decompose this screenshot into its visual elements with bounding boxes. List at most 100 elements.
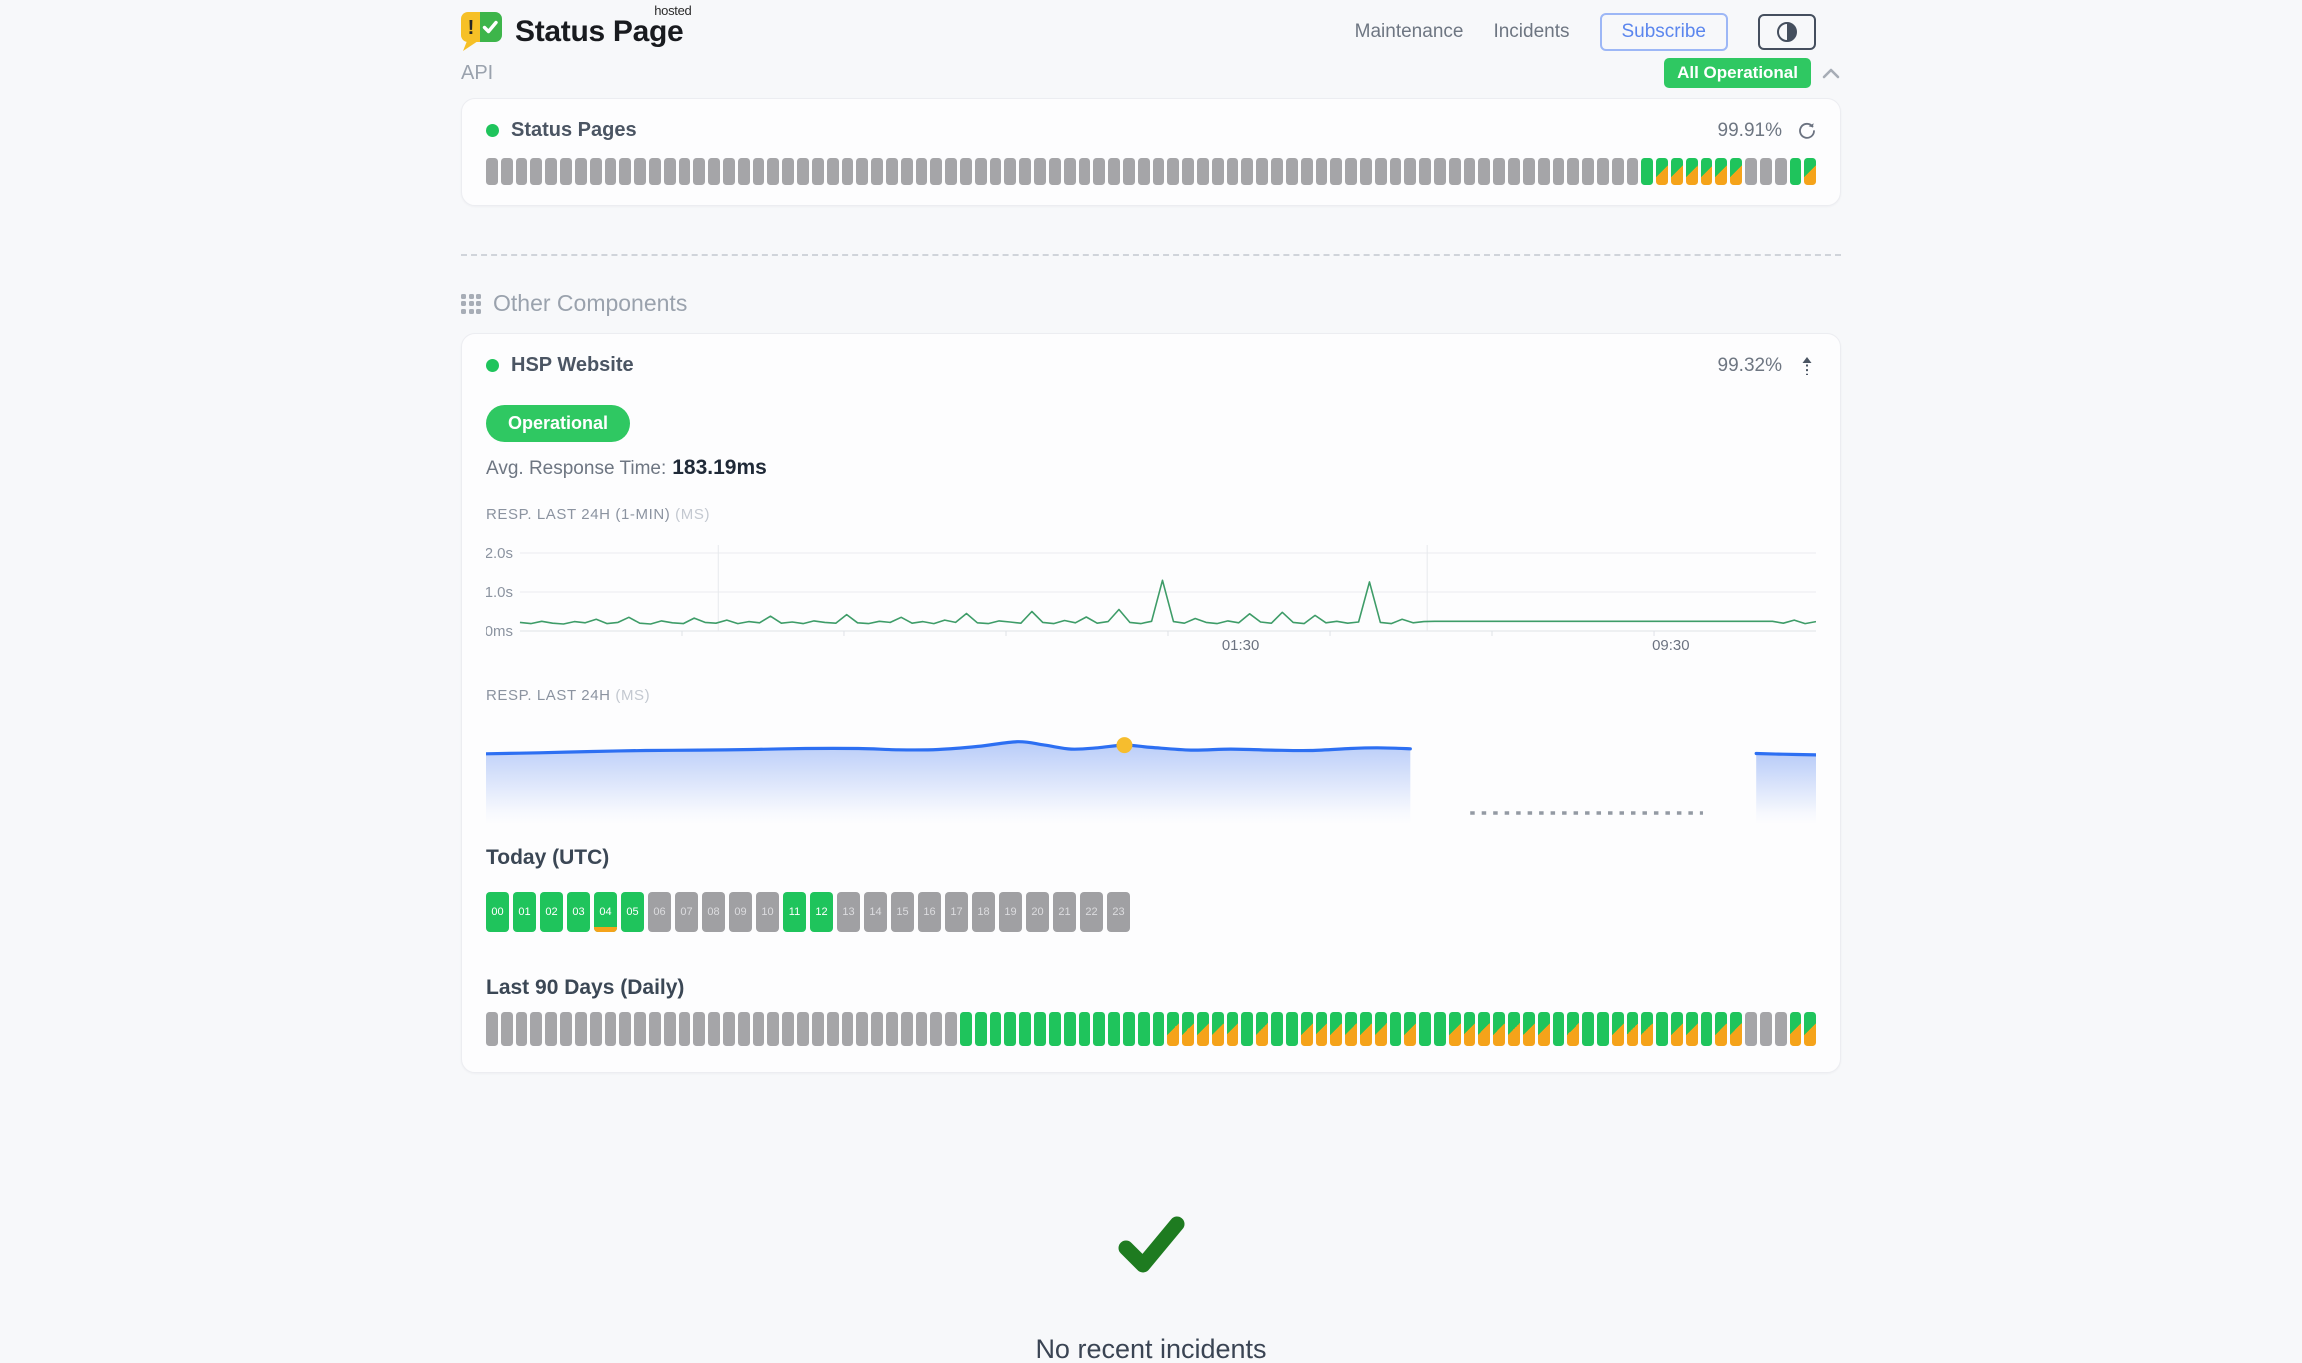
uptime-bar[interactable]: [1211, 1012, 1224, 1046]
uptime-bar[interactable]: [1552, 1012, 1565, 1046]
uptime-bar[interactable]: [1745, 158, 1757, 185]
uptime-bar[interactable]: [648, 1012, 661, 1046]
hour-block-16[interactable]: 16: [918, 892, 941, 932]
uptime-bar[interactable]: [915, 1012, 928, 1046]
uptime-bar[interactable]: [1152, 1012, 1165, 1046]
uptime-bar[interactable]: [960, 158, 972, 185]
uptime-bar[interactable]: [1626, 1012, 1639, 1046]
uptime-bar[interactable]: [1448, 158, 1461, 185]
uptime-bar[interactable]: [1671, 158, 1683, 185]
nav-incidents[interactable]: Incidents: [1493, 21, 1570, 42]
uptime-bar[interactable]: [1048, 1012, 1061, 1046]
uptime-bar[interactable]: [1152, 158, 1165, 185]
hour-block-01[interactable]: 01: [513, 892, 536, 932]
hour-block-05[interactable]: 05: [621, 892, 644, 932]
uptime-bar[interactable]: [515, 1012, 528, 1046]
uptime-bar[interactable]: [1596, 158, 1609, 185]
uptime-bar[interactable]: [1522, 1012, 1535, 1046]
uptime-bar[interactable]: [1715, 158, 1728, 185]
uptime-bar[interactable]: [634, 158, 646, 185]
uptime-bar[interactable]: [1567, 158, 1580, 185]
uptime-bar[interactable]: [1345, 158, 1357, 185]
uptime-bar[interactable]: [1063, 1012, 1076, 1046]
uptime-bar[interactable]: [1241, 158, 1254, 185]
uptime-bar[interactable]: [1211, 158, 1224, 185]
uptime-bar[interactable]: [1182, 1012, 1194, 1046]
uptime-bar[interactable]: [1611, 158, 1624, 185]
uptime-bar[interactable]: [634, 1012, 646, 1046]
uptime-bar[interactable]: [974, 158, 987, 185]
hour-block-23[interactable]: 23: [1107, 892, 1130, 932]
uptime-bar[interactable]: [1611, 1012, 1624, 1046]
uptime-bar[interactable]: [619, 158, 632, 185]
uptime-bar[interactable]: [797, 158, 809, 185]
uptime-bar[interactable]: [1374, 1012, 1387, 1046]
uptime-bar[interactable]: [1256, 158, 1269, 185]
uptime-bar[interactable]: [900, 158, 913, 185]
uptime-bar[interactable]: [1493, 158, 1506, 185]
uptime-bar[interactable]: [1034, 158, 1046, 185]
uptime-bar[interactable]: [1019, 1012, 1032, 1046]
uptime-bar[interactable]: [1271, 1012, 1283, 1046]
uptime-bar[interactable]: [1804, 1012, 1817, 1046]
uptime-bar[interactable]: [648, 158, 661, 185]
uptime-bar[interactable]: [1300, 158, 1313, 185]
hour-block-21[interactable]: 21: [1053, 892, 1076, 932]
uptime-bar[interactable]: [708, 1012, 720, 1046]
arrow-up-dotted-icon[interactable]: [1798, 356, 1816, 376]
uptime-bar[interactable]: [1700, 158, 1713, 185]
uptime-bar[interactable]: [1197, 158, 1209, 185]
uptime-bar[interactable]: [1745, 1012, 1757, 1046]
hour-block-02[interactable]: 02: [540, 892, 563, 932]
uptime-bar[interactable]: [1034, 1012, 1046, 1046]
uptime-bar[interactable]: [930, 1012, 943, 1046]
hour-block-04[interactable]: 04: [594, 892, 617, 932]
uptime-bar[interactable]: [1685, 158, 1698, 185]
uptime-bar[interactable]: [737, 1012, 750, 1046]
uptime-bar[interactable]: [1359, 158, 1372, 185]
uptime-bar[interactable]: [1759, 1012, 1772, 1046]
uptime-bar[interactable]: [545, 158, 558, 185]
hour-block-00[interactable]: 00: [486, 892, 509, 932]
uptime-bar[interactable]: [1226, 158, 1239, 185]
uptime-bar[interactable]: [811, 158, 824, 185]
uptime-bar[interactable]: [900, 1012, 913, 1046]
uptime-bar[interactable]: [1626, 158, 1639, 185]
uptime-bar[interactable]: [1004, 1012, 1017, 1046]
uptime-bar[interactable]: [1419, 158, 1431, 185]
uptime-bar[interactable]: [693, 1012, 706, 1046]
uptime-bar[interactable]: [1241, 1012, 1254, 1046]
uptime-bar[interactable]: [767, 1012, 780, 1046]
uptime-bar[interactable]: [1537, 158, 1550, 185]
uptime-bar[interactable]: [1182, 158, 1194, 185]
uptime-bar[interactable]: [1404, 1012, 1417, 1046]
uptime-bar[interactable]: [560, 1012, 572, 1046]
uptime-bar[interactable]: [1330, 1012, 1343, 1046]
uptime-bar[interactable]: [1434, 158, 1446, 185]
uptime-bar[interactable]: [486, 1012, 498, 1046]
uptime-bar[interactable]: [930, 158, 943, 185]
uptime-bar[interactable]: [500, 1012, 513, 1046]
uptime-bar[interactable]: [1197, 1012, 1209, 1046]
uptime-bar[interactable]: [1256, 1012, 1269, 1046]
uptime-bar[interactable]: [1552, 158, 1565, 185]
uptime-bar[interactable]: [826, 1012, 839, 1046]
uptime-bar[interactable]: [1137, 158, 1150, 185]
uptime-bar[interactable]: [589, 1012, 602, 1046]
uptime-bar[interactable]: [1759, 158, 1772, 185]
uptime-bar[interactable]: [1478, 1012, 1491, 1046]
uptime-bar[interactable]: [752, 158, 765, 185]
hour-block-15[interactable]: 15: [891, 892, 914, 932]
uptime-bar[interactable]: [989, 1012, 1002, 1046]
uptime-bar[interactable]: [915, 158, 928, 185]
uptime-bar[interactable]: [1671, 1012, 1683, 1046]
uptime-bar[interactable]: [797, 1012, 809, 1046]
hour-block-20[interactable]: 20: [1026, 892, 1049, 932]
uptime-bar[interactable]: [1582, 1012, 1594, 1046]
uptime-bar[interactable]: [708, 158, 720, 185]
hour-block-22[interactable]: 22: [1080, 892, 1103, 932]
uptime-bar[interactable]: [767, 158, 780, 185]
uptime-bar[interactable]: [1656, 158, 1668, 185]
uptime-bar[interactable]: [1522, 158, 1535, 185]
uptime-bar[interactable]: [1463, 158, 1476, 185]
